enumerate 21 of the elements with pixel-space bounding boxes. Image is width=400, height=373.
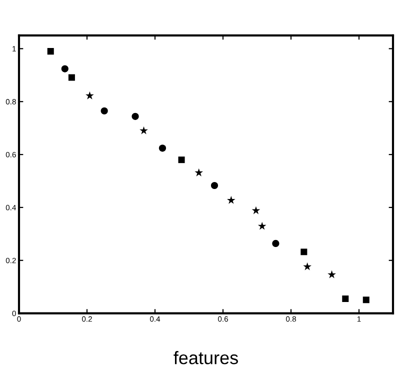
point (158, 144, 166, 152)
point (61, 65, 68, 72)
point (226, 196, 236, 204)
point (300, 248, 308, 256)
point (86, 91, 94, 100)
point (303, 262, 312, 270)
point (210, 182, 218, 190)
point (194, 168, 204, 176)
x-axis-title: features (174, 351, 238, 364)
point (100, 107, 108, 114)
point (362, 296, 370, 304)
point (68, 74, 75, 81)
point (140, 126, 148, 134)
point (272, 240, 280, 247)
point (47, 48, 54, 55)
point (132, 112, 139, 120)
point (328, 270, 336, 278)
point (178, 156, 185, 164)
point (252, 206, 260, 214)
point (258, 222, 266, 230)
point (342, 296, 349, 302)
